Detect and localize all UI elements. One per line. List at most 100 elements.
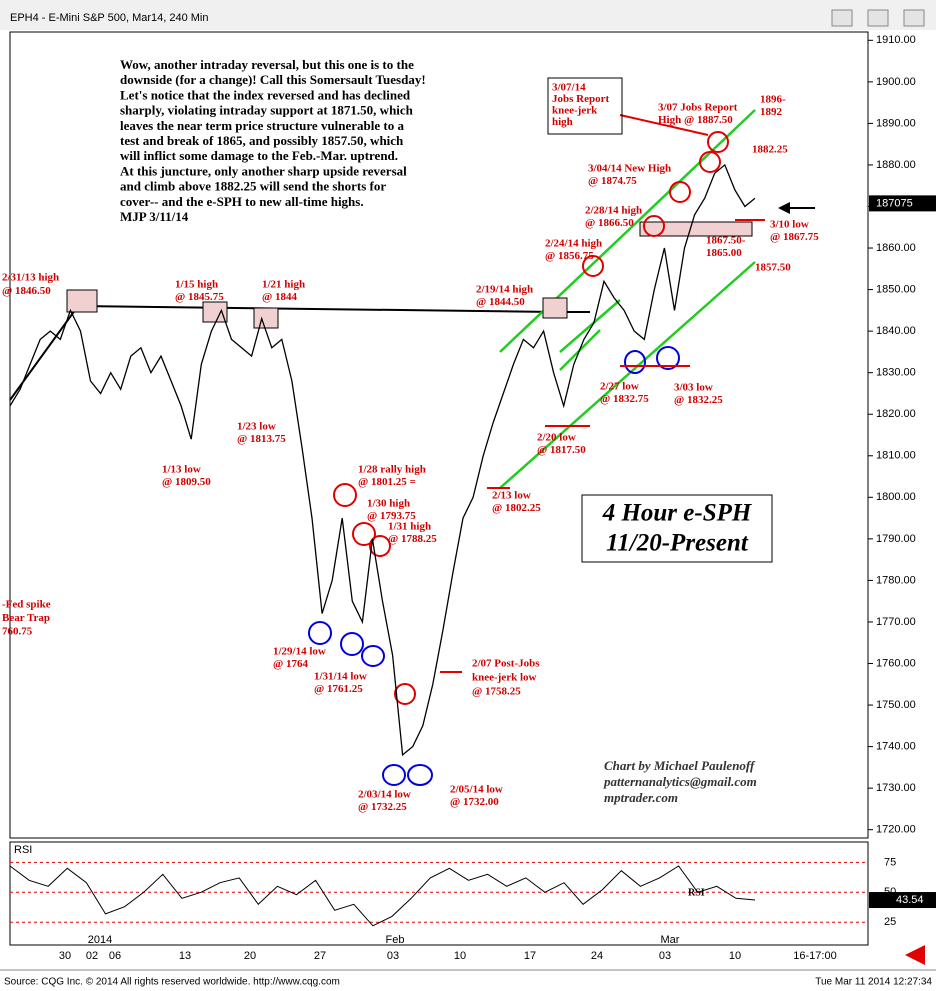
y-tick-label: 1740.00	[876, 741, 916, 753]
annotation: 2/05/14 low	[450, 784, 503, 796]
close-button[interactable]	[903, 9, 925, 27]
y-tick-label: 1830.00	[876, 367, 916, 379]
x-tick-label: 30	[59, 950, 71, 962]
y-tick-label: 1860.00	[876, 242, 916, 254]
commentary-line: MJP 3/11/14	[120, 209, 189, 224]
rsi-last-label: 43.54	[896, 894, 924, 906]
annotation: @ 1866.50	[585, 217, 634, 229]
y-tick-label: 1840.00	[876, 325, 916, 337]
commentary-line: Let's notice that the index reversed and…	[120, 87, 411, 102]
annotation: @ 1732.00	[450, 796, 499, 808]
annotation: -Fed spike	[2, 599, 51, 611]
annotation: @ 1758.25	[472, 686, 521, 698]
annotation: @ 1845.75	[175, 291, 224, 303]
annotation: 2/27 low	[600, 381, 639, 393]
rsi-tick-label: 75	[884, 856, 896, 868]
chart-label: 4 Hour e-SPH	[602, 500, 753, 527]
annotation: Bear Trap	[2, 612, 50, 624]
annotation: 1867.50-	[706, 235, 746, 247]
commentary-line: sharply, violating intraday support at 1…	[120, 103, 414, 118]
annotation: @ 1817.50	[537, 444, 586, 456]
annotation: 2/20 low	[537, 432, 576, 444]
commentary-line: downside (for a change)! Call this Somer…	[120, 72, 426, 87]
x-tick-label: 27	[314, 950, 326, 962]
annotation: @ 1793.75	[367, 510, 416, 522]
commentary-line: test and break of 1865, and possibly 185…	[120, 133, 404, 148]
annotation: @ 1832.25	[674, 394, 723, 406]
annotation: 1/23 low	[237, 421, 276, 433]
annotation: 1896-	[760, 94, 786, 106]
commentary-line: cover-- and the e-SPH to new all-time hi…	[120, 194, 364, 209]
annotation: @ 1846.50	[2, 285, 51, 297]
footer-timestamp: Tue Mar 11 2014 12:27:34	[815, 977, 932, 988]
annotation: 2/31/13 high	[2, 272, 59, 284]
commentary-line: leaves the near term price structure vul…	[120, 118, 405, 133]
annotation: 3/07/14	[552, 82, 586, 94]
annotation: 1/31/14 low	[314, 671, 367, 683]
annotation: @ 1856.75	[545, 250, 594, 262]
annotation: @ 1732.25	[358, 801, 407, 813]
minimize-button[interactable]	[831, 9, 853, 27]
annotation: 2/24/14 high	[545, 238, 602, 250]
annotation: @ 1802.25	[492, 502, 541, 514]
annotation: @ 1874.75	[588, 175, 637, 187]
x-tick-label: 20	[244, 950, 256, 962]
rsi-title: RSI	[14, 844, 32, 856]
annotation: @ 1764	[273, 658, 308, 670]
y-tick-label: 1730.00	[876, 782, 916, 794]
footer-source: Source: CQG Inc. © 2014 All rights reser…	[4, 977, 340, 988]
annotation: @ 1813.75	[237, 433, 286, 445]
annotation: 3/03 low	[674, 382, 713, 394]
credit-line: Chart by Michael Paulenoff	[604, 758, 756, 773]
annotation: High @ 1887.50	[658, 114, 733, 126]
y-tick-label: 1800.00	[876, 491, 916, 503]
annotation: 1857.50	[755, 262, 791, 274]
price-line	[9, 163, 756, 757]
annotation: 2/28/14 high	[585, 205, 642, 217]
annotation: 1/13 low	[162, 464, 201, 476]
annotation: knee-jerk	[552, 105, 598, 117]
title-bar	[0, 0, 936, 30]
y-tick-label: 1790.00	[876, 533, 916, 545]
y-tick-label: 1880.00	[876, 159, 916, 171]
x-period-label: 2014	[88, 934, 112, 946]
credit-line: mptrader.com	[604, 790, 678, 805]
y-tick-label: 1770.00	[876, 616, 916, 628]
x-tick-label: 13	[179, 950, 191, 962]
window-title: EPH4 - E-Mini S&P 500, Mar14, 240 Min	[10, 12, 209, 24]
x-period-label: Mar	[661, 934, 680, 946]
x-period-label: Feb	[386, 934, 405, 946]
annotation: @ 1788.25	[388, 533, 437, 545]
annotation: 1/28 rally high	[358, 464, 426, 476]
annotation: 1892	[760, 106, 783, 118]
y-tick-label: 1850.00	[876, 283, 916, 295]
annotation: 1/15 high	[175, 279, 218, 291]
annotation: @ 1867.75	[770, 231, 819, 243]
annotation: 760.75	[2, 626, 33, 638]
annotation: @ 1801.25 =	[358, 476, 416, 488]
annotation: @ 1844.50	[476, 296, 525, 308]
y-tick-label: 1890.00	[876, 117, 916, 129]
annotation: 2/03/14 low	[358, 789, 411, 801]
trend-lines	[9, 77, 925, 965]
annotation: 3/07 Jobs Report	[658, 102, 738, 114]
commentary-line: At this juncture, only another sharp ups…	[120, 163, 407, 178]
annotation: 2/07 Post-Jobs	[472, 658, 540, 670]
y-tick-label: 1750.00	[876, 699, 916, 711]
commentary-line: and climb above 1882.25 will send the sh…	[120, 179, 386, 194]
rsi-label: RSI	[688, 887, 705, 898]
window-buttons[interactable]	[831, 9, 925, 27]
commentary-line: Wow, another intraday reversal, but this…	[120, 57, 414, 72]
last-price-box	[869, 195, 936, 212]
annotation: 1/30 high	[367, 498, 410, 510]
maximize-button[interactable]	[867, 9, 889, 27]
last-price-label: 187075	[876, 197, 913, 209]
annotation: 3/04/14 New High	[588, 163, 671, 175]
y-tick-label: 1760.00	[876, 657, 916, 669]
x-tick-label: 10	[454, 950, 466, 962]
y-tick-label: 1900.00	[876, 76, 916, 88]
annotation: 1/29/14 low	[273, 646, 326, 658]
annotation: 1865.00	[706, 247, 742, 259]
